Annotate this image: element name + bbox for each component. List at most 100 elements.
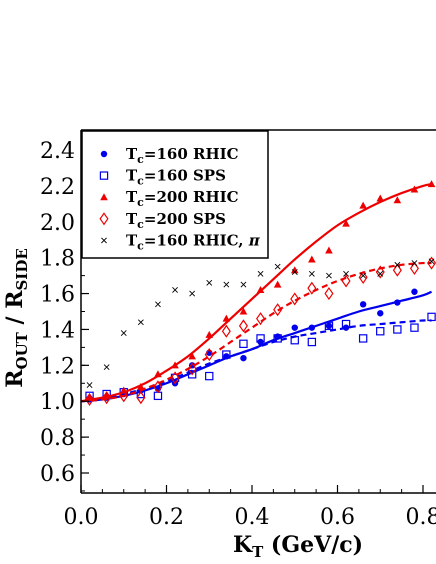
data-point [411,288,418,295]
data-point [308,270,315,277]
data-point [189,290,196,297]
data-point [377,310,384,317]
data-point [392,263,402,277]
data-point [341,274,351,288]
data-point [307,337,317,347]
y-axis-title-sub2: SIDE [13,248,31,290]
data-point [376,327,385,336]
data-point [360,272,367,279]
data-point [204,348,214,362]
y-tick-label: 2.4 [40,139,75,164]
data-point [324,321,334,331]
data-point [427,312,436,322]
data-point [393,196,402,204]
series-fit-line [81,261,432,403]
data-point [375,265,385,279]
legend-marker [99,171,109,180]
data-point [427,180,436,188]
series-4 [81,256,436,406]
data-point [136,391,146,405]
data-point [187,362,197,376]
x-axis-title-unit: (GeV/c) [263,532,363,558]
y-tick-label: 1.4 [40,318,75,343]
data-point [120,330,127,336]
x-axis-title: KT (GeV/c) [233,532,363,561]
x-tick-label: 0.2 [149,505,184,530]
data-point [188,352,196,360]
legend-marker [99,212,109,226]
data-point [137,319,144,326]
legend-entry-label: Tc=160 RHIC, π [126,231,261,252]
data-point [86,382,93,388]
data-point [359,201,367,209]
data-point [290,266,299,274]
legend-box [81,130,269,259]
data-point [274,263,281,270]
data-point [376,194,385,202]
data-point [427,256,436,270]
legend-entry-label: Tc=160 RHIC [126,145,239,166]
y-tick-label: 0.8 [40,426,75,451]
y-axis-title-sub1: OUT [13,331,31,369]
data-point [273,334,282,343]
legend-entry-label: Tc=200 SPS [126,210,226,231]
data-point [256,285,265,293]
data-point [308,324,316,331]
legend-marker [101,237,107,244]
plot-area [81,180,436,406]
data-point [273,280,282,288]
data-point [222,314,231,322]
data-point [256,312,266,326]
data-point [291,269,298,275]
y-tick-label: 1.2 [40,354,75,379]
data-point [172,287,178,293]
data-point [342,219,350,227]
y-tick-label: 2.0 [40,211,75,236]
data-point [411,260,418,266]
y-axis-title-mid: / R [2,290,28,332]
legend-entry-label: Tc=160 SPS [126,167,226,188]
data-point [85,392,95,406]
data-point [221,324,231,338]
data-point [205,371,214,381]
data-point [393,325,402,334]
data-point [291,324,298,331]
data-point [137,382,145,390]
data-point [341,319,351,329]
legend-marker [100,150,108,158]
y-tick-label: 1.6 [40,283,75,308]
data-point [410,323,419,332]
y-tick-label: 1.0 [40,390,75,415]
data-point [206,279,213,286]
data-point [170,371,180,385]
series-1 [81,288,433,403]
data-point [343,270,349,277]
data-point [325,322,333,330]
y-tick-label: 0.6 [40,462,75,487]
data-point [377,270,384,277]
data-point [308,255,316,263]
data-point [155,301,161,308]
data-point [358,334,368,343]
data-point [239,307,248,315]
series-3 [81,180,436,403]
x-axis-title-sub: T [252,543,264,561]
data-point [103,364,110,371]
data-point [119,389,129,403]
data-point [428,258,435,265]
data-point [240,354,247,362]
y-tick-label: 2.2 [40,175,75,200]
legend-entry-label: Tc=200 RHIC [126,188,239,209]
x-tick-label: 0.8 [406,505,436,530]
data-point [102,391,111,399]
y-axis-title: ROUT / RSIDE [2,248,31,388]
data-point [222,350,231,359]
data-point [153,380,163,394]
data-point [257,270,264,277]
data-point [290,292,300,306]
data-point [102,391,112,405]
y-axis-title-main1: R [2,369,28,388]
y-tick-label: 1.8 [40,247,75,272]
